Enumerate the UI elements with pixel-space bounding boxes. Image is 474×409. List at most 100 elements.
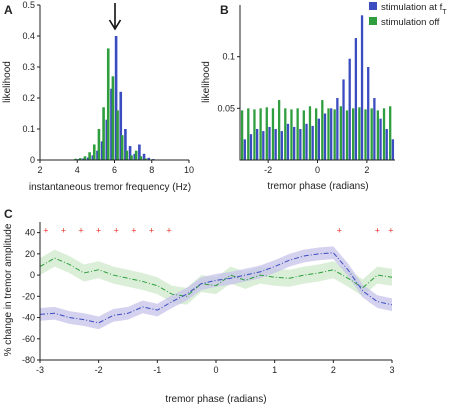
bar-a-off	[140, 156, 143, 160]
peak-arrow	[110, 3, 121, 29]
chart-b-bars	[241, 15, 394, 160]
chart-b-xlabel: tremor phase (radians)	[267, 181, 368, 192]
bar-b-stim	[336, 98, 338, 160]
bar-b-stim	[275, 129, 277, 160]
tick-label-a-x: 8	[149, 165, 154, 175]
tick-label-c-y: 40	[25, 228, 35, 238]
bar-b-off	[389, 106, 391, 160]
chart-c-xlabel: tremor phase (radians)	[165, 394, 266, 405]
bar-b-off	[272, 108, 274, 160]
bar-b-off	[296, 108, 298, 160]
bar-b-stim	[256, 129, 258, 160]
bar-b-off	[315, 108, 317, 160]
tick-label-c-y: -20	[22, 291, 35, 301]
bar-b-off	[377, 110, 379, 160]
bar-b-stim	[379, 119, 381, 160]
bar-b-stim	[293, 127, 295, 160]
tick-label-c-y: -60	[22, 334, 35, 344]
bar-b-stim	[349, 59, 351, 160]
significance-marker: +	[337, 225, 342, 235]
bar-b-stim	[318, 119, 320, 160]
bar-b-off	[266, 107, 268, 160]
chart-a-xlabel: instantaneous tremor frequency (Hz)	[29, 182, 191, 193]
bar-b-stim	[386, 129, 388, 160]
bar-a-off	[93, 145, 96, 161]
tick-label-b-y: 0.05	[217, 103, 235, 113]
bar-b-off	[247, 108, 249, 160]
bar-b-off	[334, 109, 336, 160]
bar-a-off	[84, 156, 87, 160]
legend: stimulation at fT stimulation off	[369, 2, 447, 28]
chart-c-plot	[40, 246, 392, 329]
bar-a-off	[121, 135, 124, 160]
bar-b-off	[321, 100, 323, 160]
tick-label-c-x: -3	[36, 365, 44, 375]
tick-label-a-x: 6	[112, 165, 117, 175]
tick-label-a-x: 2	[37, 165, 42, 175]
tick-label-c-x: 3	[389, 365, 394, 375]
bar-b-stim	[281, 131, 283, 160]
tick-label-b-x: 2	[364, 165, 369, 175]
bar-b-off	[371, 108, 373, 160]
bar-b-stim	[373, 98, 375, 160]
bar-a-off	[88, 152, 91, 160]
bar-b-off	[340, 106, 342, 160]
significance-marker: +	[166, 225, 171, 235]
significance-marker: +	[61, 225, 66, 235]
bar-b-off	[278, 100, 280, 160]
bar-b-off	[358, 107, 360, 160]
bar-b-stim	[355, 38, 357, 160]
tick-label-c-x: 1	[272, 365, 277, 375]
bar-a-off	[112, 76, 115, 160]
tick-label-c-x: 2	[331, 365, 336, 375]
bar-b-off	[309, 106, 311, 160]
bar-b-stim	[250, 134, 252, 160]
bar-b-off	[303, 110, 305, 160]
bar-b-stim	[361, 15, 363, 160]
bar-b-off	[383, 108, 385, 160]
bar-b-stim	[312, 126, 314, 160]
significance-marker: +	[78, 225, 83, 235]
chart-c-ticks: -3 -2 -1 0 1 2 3 -80 -60 -40 -20 0 20 40	[22, 228, 395, 375]
tick-label-c-x: 0	[213, 365, 218, 375]
significance-marker: +	[131, 225, 136, 235]
bar-b-off	[290, 109, 292, 160]
bar-b-off	[364, 109, 366, 160]
bar-b-stim	[244, 139, 246, 160]
bar-a-off	[116, 110, 119, 160]
tick-label-c-y: -80	[22, 355, 35, 365]
tick-label-a-y: 0.2	[22, 93, 35, 103]
bar-b-stim	[268, 127, 270, 160]
bar-a-off	[126, 151, 129, 160]
bar-b-off	[346, 110, 348, 160]
tick-label-c-y: 0	[30, 270, 35, 280]
significance-marker: +	[43, 225, 48, 235]
bar-b-off	[253, 109, 255, 160]
bar-b-off	[259, 108, 261, 160]
significance-marker: +	[96, 225, 101, 235]
chart-b-ylabel: likelihood	[201, 61, 212, 103]
chart-a-ylabel: likelihood	[2, 61, 13, 103]
bar-b-off	[327, 108, 329, 160]
tick-label-a-y: 0.4	[22, 31, 35, 41]
chart-a-bars	[74, 36, 154, 160]
panel-label-b: B	[220, 3, 229, 17]
chart-a: 2 4 6 8 10 0 0.1 0.2 0.3 0.4 0.5 instantaneous tre…	[2, 0, 194, 193]
tick-label-c-y: -40	[22, 313, 35, 323]
bar-b-stim	[262, 131, 264, 160]
panel-label-c: C	[4, 207, 13, 221]
bar-b-stim	[342, 79, 344, 160]
significance-marker: +	[114, 225, 119, 235]
bar-b-stim	[305, 124, 307, 160]
bar-a-off	[102, 107, 105, 160]
significance-marker: +	[388, 225, 393, 235]
bar-b-stim	[330, 108, 332, 160]
tick-label-a-y: 0.5	[22, 0, 35, 10]
tick-label-a-y: 0	[30, 155, 35, 165]
chart-c-ylabel: % change in tremor amplitude	[3, 223, 14, 356]
tick-label-a-x: 10	[184, 165, 194, 175]
chart-c: -3 -2 -1 0 1 2 3 -80 -60 -40 -20 0 20 40 + + + + + + + + + + + …	[3, 222, 395, 405]
bar-a-off	[98, 129, 101, 160]
bar-b-off	[352, 108, 354, 160]
